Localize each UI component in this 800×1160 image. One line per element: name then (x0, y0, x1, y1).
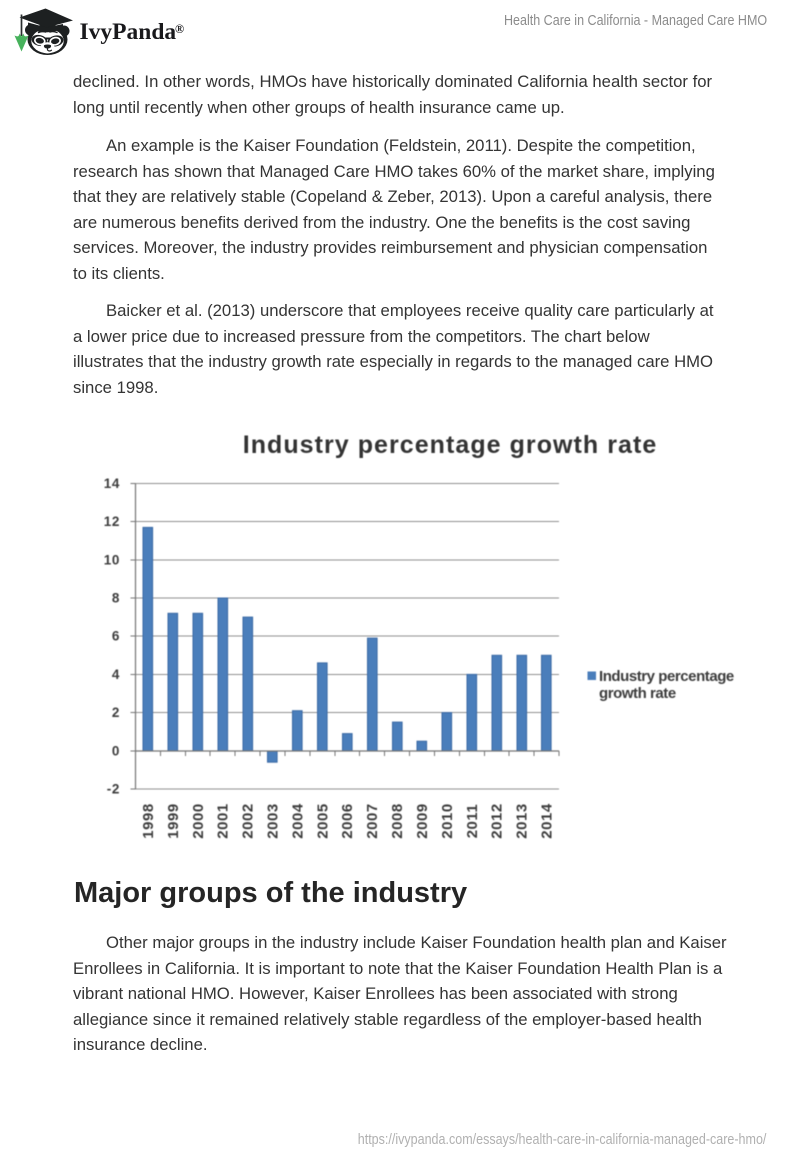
svg-text:Industry percentage: Industry percentage (599, 668, 734, 685)
svg-text:8: 8 (112, 591, 120, 606)
svg-text:2002: 2002 (240, 803, 257, 838)
svg-text:2014: 2014 (539, 803, 556, 839)
svg-text:2: 2 (112, 705, 120, 720)
svg-text:10: 10 (104, 553, 120, 568)
svg-text:2010: 2010 (439, 803, 456, 838)
svg-text:Industry percentage growth rat: Industry percentage growth rate (243, 431, 658, 459)
svg-text:4: 4 (112, 667, 120, 682)
svg-text:2000: 2000 (190, 803, 207, 838)
svg-text:1999: 1999 (165, 803, 182, 838)
svg-text:2013: 2013 (514, 803, 531, 838)
svg-text:2011: 2011 (464, 804, 481, 839)
svg-text:2005: 2005 (315, 803, 332, 838)
svg-text:growth rate: growth rate (599, 685, 676, 702)
svg-text:2004: 2004 (290, 803, 307, 839)
svg-text:-2: -2 (107, 782, 120, 797)
svg-text:1998: 1998 (140, 803, 157, 838)
svg-text:2009: 2009 (414, 803, 431, 838)
svg-text:0: 0 (112, 744, 120, 759)
svg-text:2008: 2008 (389, 803, 406, 838)
svg-text:14: 14 (104, 476, 120, 491)
svg-text:2007: 2007 (364, 803, 381, 838)
svg-text:12: 12 (104, 514, 120, 529)
svg-text:6: 6 (112, 629, 120, 644)
svg-text:2003: 2003 (265, 803, 282, 838)
svg-text:2012: 2012 (489, 803, 506, 838)
svg-text:2006: 2006 (339, 803, 356, 838)
svg-text:2001: 2001 (215, 803, 232, 838)
